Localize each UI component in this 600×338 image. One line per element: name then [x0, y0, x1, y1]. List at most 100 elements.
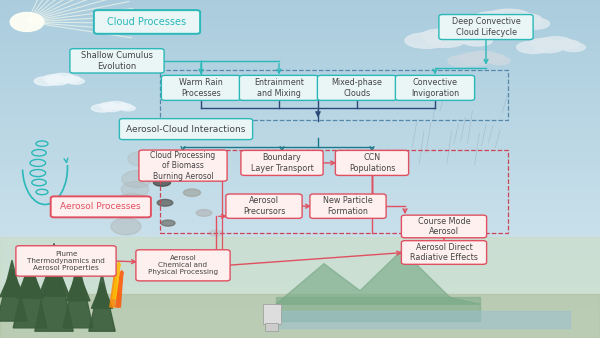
Ellipse shape: [67, 78, 84, 84]
Bar: [0, 37, 600, 41]
Ellipse shape: [473, 11, 512, 25]
Bar: [0, 256, 600, 260]
Ellipse shape: [538, 37, 572, 49]
Ellipse shape: [517, 18, 550, 29]
Bar: [0, 242, 600, 246]
Bar: [0, 27, 600, 31]
Bar: [0, 228, 600, 232]
Ellipse shape: [196, 210, 212, 216]
Polygon shape: [17, 265, 43, 298]
Ellipse shape: [562, 43, 586, 52]
Ellipse shape: [452, 31, 485, 43]
FancyBboxPatch shape: [239, 75, 319, 100]
Polygon shape: [91, 283, 113, 308]
Bar: [0, 290, 600, 294]
Bar: [0, 272, 600, 276]
Ellipse shape: [479, 16, 520, 31]
FancyBboxPatch shape: [161, 75, 241, 100]
Polygon shape: [63, 260, 93, 328]
Bar: [0, 252, 600, 256]
FancyBboxPatch shape: [70, 49, 164, 73]
Bar: [0, 245, 600, 249]
Text: Plume
Thermodynamics and
Aerosol Properties: Plume Thermodynamics and Aerosol Propert…: [27, 251, 105, 271]
Ellipse shape: [460, 53, 485, 62]
Polygon shape: [89, 274, 115, 331]
Bar: [265, 323, 278, 331]
Bar: [0, 259, 600, 263]
Ellipse shape: [115, 103, 132, 110]
Bar: [0, 208, 600, 212]
Bar: [0, 44, 600, 48]
Polygon shape: [66, 270, 90, 301]
Ellipse shape: [533, 42, 564, 53]
FancyBboxPatch shape: [50, 196, 151, 217]
Bar: [0, 74, 600, 78]
Ellipse shape: [34, 77, 59, 86]
Bar: [0, 3, 600, 7]
FancyBboxPatch shape: [241, 150, 323, 175]
FancyBboxPatch shape: [139, 150, 227, 181]
Bar: [0, 132, 600, 137]
Circle shape: [122, 171, 152, 188]
Ellipse shape: [456, 15, 503, 32]
Bar: [0, 294, 600, 338]
Polygon shape: [276, 250, 480, 304]
Bar: [0, 119, 600, 123]
Ellipse shape: [427, 34, 465, 47]
Bar: [0, 33, 600, 38]
FancyBboxPatch shape: [119, 119, 253, 140]
Bar: [0, 310, 600, 314]
Bar: [0, 156, 600, 161]
Bar: [0, 47, 600, 51]
Ellipse shape: [120, 105, 135, 111]
Bar: [0, 248, 600, 252]
Bar: [0, 262, 600, 266]
Bar: [0, 112, 600, 116]
Bar: [0, 225, 600, 229]
Bar: [0, 163, 600, 167]
Bar: [0, 269, 600, 273]
Bar: [0, 211, 600, 215]
Bar: [160, 70, 508, 120]
Polygon shape: [270, 311, 570, 328]
Bar: [0, 170, 600, 174]
Bar: [0, 95, 600, 99]
Bar: [0, 129, 600, 133]
Bar: [0, 6, 600, 10]
Ellipse shape: [103, 105, 121, 112]
Bar: [0, 218, 600, 222]
Circle shape: [111, 218, 141, 235]
Bar: [0, 17, 600, 21]
Text: Deep Convective
Cloud Lifecycle: Deep Convective Cloud Lifecycle: [452, 17, 520, 37]
Bar: [0, 214, 600, 218]
Bar: [0, 160, 600, 164]
Bar: [276, 297, 480, 321]
Ellipse shape: [482, 54, 505, 63]
Text: Cloud Processes: Cloud Processes: [107, 17, 187, 27]
Bar: [0, 204, 600, 208]
Circle shape: [128, 151, 154, 166]
Ellipse shape: [209, 230, 223, 236]
Ellipse shape: [47, 77, 68, 85]
Circle shape: [10, 13, 44, 31]
Bar: [0, 81, 600, 85]
Bar: [0, 180, 600, 184]
Bar: [0, 40, 600, 44]
Text: New Particle
Formation: New Particle Formation: [323, 196, 373, 216]
Bar: [0, 293, 600, 297]
Ellipse shape: [154, 179, 170, 186]
Text: Mixed-phase
Clouds: Mixed-phase Clouds: [332, 78, 382, 98]
Ellipse shape: [152, 159, 166, 165]
Bar: [0, 51, 600, 55]
Text: Aerosol-Cloud Interactions: Aerosol-Cloud Interactions: [127, 125, 245, 134]
Ellipse shape: [61, 76, 80, 82]
Bar: [0, 146, 600, 150]
Bar: [0, 149, 600, 153]
Bar: [160, 150, 508, 233]
Text: Aerosol
Precursors: Aerosol Precursors: [243, 196, 285, 216]
Bar: [0, 300, 600, 304]
Bar: [0, 283, 600, 287]
Ellipse shape: [554, 40, 580, 49]
Bar: [0, 98, 600, 102]
Bar: [0, 327, 600, 331]
